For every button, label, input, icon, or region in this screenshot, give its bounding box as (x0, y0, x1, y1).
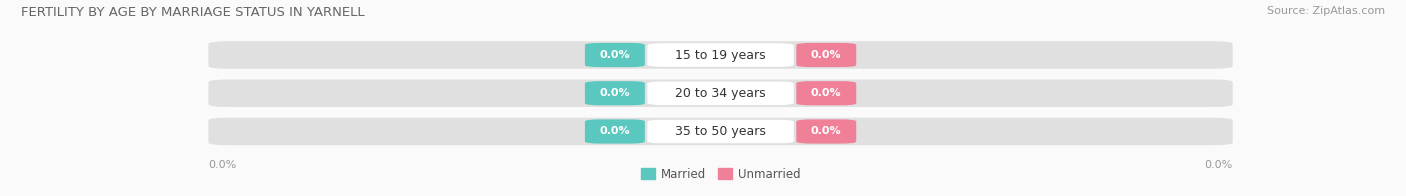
FancyBboxPatch shape (585, 81, 645, 105)
FancyBboxPatch shape (796, 43, 856, 67)
FancyBboxPatch shape (585, 43, 645, 67)
Text: 0.0%: 0.0% (1205, 160, 1233, 170)
Text: 0.0%: 0.0% (599, 50, 630, 60)
Text: Source: ZipAtlas.com: Source: ZipAtlas.com (1267, 6, 1385, 16)
Text: 0.0%: 0.0% (811, 126, 842, 136)
Text: 0.0%: 0.0% (811, 50, 842, 60)
Legend: Married, Unmarried: Married, Unmarried (641, 168, 800, 181)
FancyBboxPatch shape (208, 41, 1233, 69)
Text: 0.0%: 0.0% (599, 126, 630, 136)
FancyBboxPatch shape (585, 119, 645, 144)
FancyBboxPatch shape (208, 118, 1233, 145)
Text: 0.0%: 0.0% (208, 160, 236, 170)
Text: 20 to 34 years: 20 to 34 years (675, 87, 766, 100)
Text: 0.0%: 0.0% (811, 88, 842, 98)
FancyBboxPatch shape (796, 119, 856, 144)
Text: 15 to 19 years: 15 to 19 years (675, 49, 766, 62)
Text: 0.0%: 0.0% (599, 88, 630, 98)
FancyBboxPatch shape (647, 119, 794, 144)
FancyBboxPatch shape (647, 43, 794, 67)
Text: FERTILITY BY AGE BY MARRIAGE STATUS IN YARNELL: FERTILITY BY AGE BY MARRIAGE STATUS IN Y… (21, 6, 364, 19)
FancyBboxPatch shape (796, 81, 856, 105)
FancyBboxPatch shape (647, 81, 794, 105)
FancyBboxPatch shape (208, 80, 1233, 107)
Text: 35 to 50 years: 35 to 50 years (675, 125, 766, 138)
